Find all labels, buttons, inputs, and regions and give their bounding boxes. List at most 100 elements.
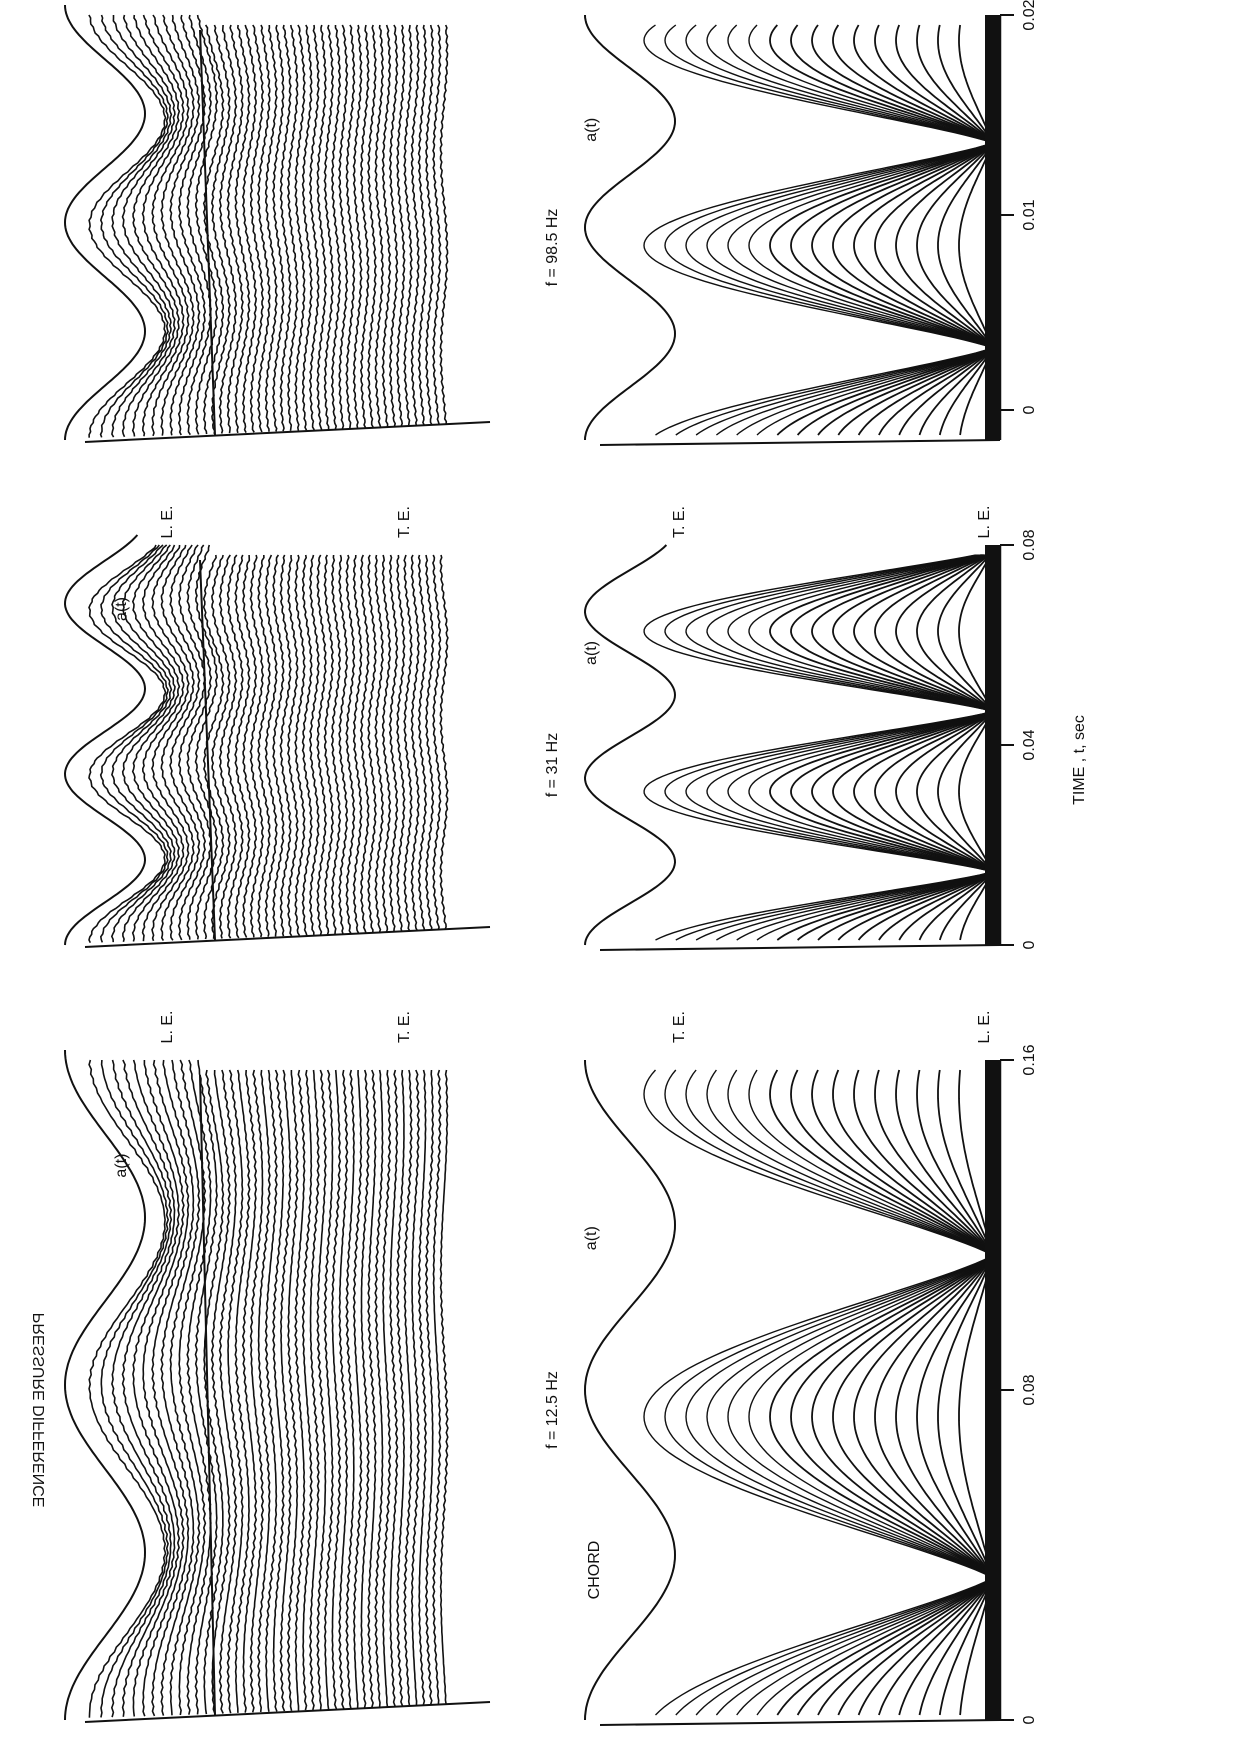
pressure-curve	[294, 554, 306, 936]
pressure-curve	[121, 1059, 176, 1717]
contour-line	[937, 24, 993, 436]
pressure-curve	[131, 544, 181, 942]
frequency-label: f = 98.5 Hz	[544, 209, 561, 287]
pressure-curve	[359, 554, 370, 934]
contour-line	[643, 24, 995, 436]
pressure-curve	[110, 544, 173, 943]
pressure-curve	[234, 1069, 251, 1713]
contour-line	[685, 1069, 994, 1716]
pressure-curve	[88, 14, 167, 438]
tick-label: 0.02	[1021, 0, 1038, 31]
pressure-curve	[160, 544, 195, 942]
pressure-curve	[330, 25, 342, 430]
pressure-curve	[323, 1069, 334, 1710]
pressure-curve	[439, 24, 449, 425]
pressure-curve	[218, 554, 238, 939]
frequency-label: f = 12.5 Hz	[544, 1371, 561, 1449]
pressure-curve	[388, 554, 399, 932]
pressure-curve	[381, 24, 392, 427]
pressure-curve	[249, 554, 265, 938]
alpha-label: a(t)	[113, 1154, 130, 1178]
edge-label: L. E.	[976, 1011, 993, 1044]
panel-baseline	[84, 926, 491, 948]
pressure-curve	[264, 24, 278, 432]
tick-label: 0	[1021, 940, 1038, 949]
pressure-curve	[309, 1069, 320, 1711]
frequency-label: f = 31 Hz	[544, 733, 561, 797]
axis-label: PRESSURE DIFFERENCE	[31, 1313, 48, 1508]
pressure-curve	[249, 1069, 265, 1713]
pressure-curve	[417, 554, 428, 931]
edge-label: T. E.	[396, 506, 413, 538]
alpha-label: a(t)	[583, 1226, 600, 1250]
pressure-curve	[286, 554, 299, 937]
pressure-curve	[177, 544, 207, 941]
crossing-line	[199, 29, 216, 436]
pressure-curve	[352, 1069, 363, 1709]
pressure-curve	[424, 554, 435, 931]
pressure-curve	[169, 14, 201, 436]
alpha-curve	[583, 544, 677, 946]
pressure-curve	[367, 24, 377, 428]
panel-baseline	[84, 421, 491, 443]
contour-line	[853, 24, 994, 436]
tick-label: 0.01	[1021, 199, 1038, 230]
pressure-curve	[160, 1059, 195, 1716]
pressure-curve	[410, 24, 420, 426]
pressure-curve	[403, 24, 413, 427]
pressure-curve	[194, 544, 219, 940]
alpha-curve	[63, 534, 147, 946]
contour-line	[727, 24, 994, 436]
pressure-curve	[186, 14, 212, 436]
pressure-curve	[374, 24, 385, 428]
pressure-curve	[360, 1069, 370, 1708]
crossing-line	[199, 1074, 216, 1716]
pressure-curve	[294, 1069, 306, 1711]
leading-edge-band	[985, 545, 999, 945]
pressure-curve	[331, 1069, 342, 1710]
axis-label: CHORD	[586, 1541, 603, 1600]
leading-edge-band	[985, 15, 999, 440]
contour-line	[790, 24, 994, 436]
pressure-curve	[272, 24, 285, 432]
pressure-curve	[88, 544, 167, 944]
pressure-curve	[425, 24, 435, 426]
contour-line	[643, 1069, 994, 1716]
pressure-curve	[308, 24, 320, 431]
edge-label: T. E.	[671, 506, 688, 538]
pressure-curve	[234, 24, 251, 434]
pressure-curve	[279, 554, 292, 937]
contour-line	[790, 1069, 994, 1716]
pressure-curve	[286, 1070, 299, 1711]
axis-label: TIME , t, sec	[1071, 715, 1088, 805]
tick-label: 0.04	[1021, 729, 1038, 760]
contour-line	[685, 24, 994, 436]
pressure-curve	[131, 14, 181, 437]
pressure-curve	[210, 554, 231, 939]
pressure-curve	[352, 24, 363, 429]
pressure-curve	[367, 554, 377, 933]
contour-line	[895, 24, 994, 436]
contour-line	[811, 24, 994, 436]
pressure-curve	[396, 1069, 406, 1707]
pressure-curve	[226, 554, 244, 939]
tick-label: 0.08	[1021, 1374, 1038, 1405]
pressure-curve	[367, 1069, 377, 1708]
pressure-curve	[294, 24, 306, 431]
contour-line	[958, 24, 993, 436]
pressure-curve	[151, 544, 190, 942]
contour-line	[706, 24, 994, 436]
alpha-label: a(t)	[113, 597, 130, 621]
pressure-curve	[110, 1059, 173, 1718]
alpha-label: a(t)	[583, 118, 600, 142]
contour-line	[895, 1069, 994, 1716]
contour-line	[748, 24, 994, 436]
pressure-curve	[264, 1069, 278, 1712]
pressure-curve	[301, 24, 313, 431]
pressure-curve	[226, 1069, 244, 1714]
pressure-curve	[374, 1069, 384, 1708]
pressure-curve	[121, 544, 176, 942]
panel-baseline	[84, 1701, 491, 1723]
pressure-curve	[121, 14, 176, 438]
